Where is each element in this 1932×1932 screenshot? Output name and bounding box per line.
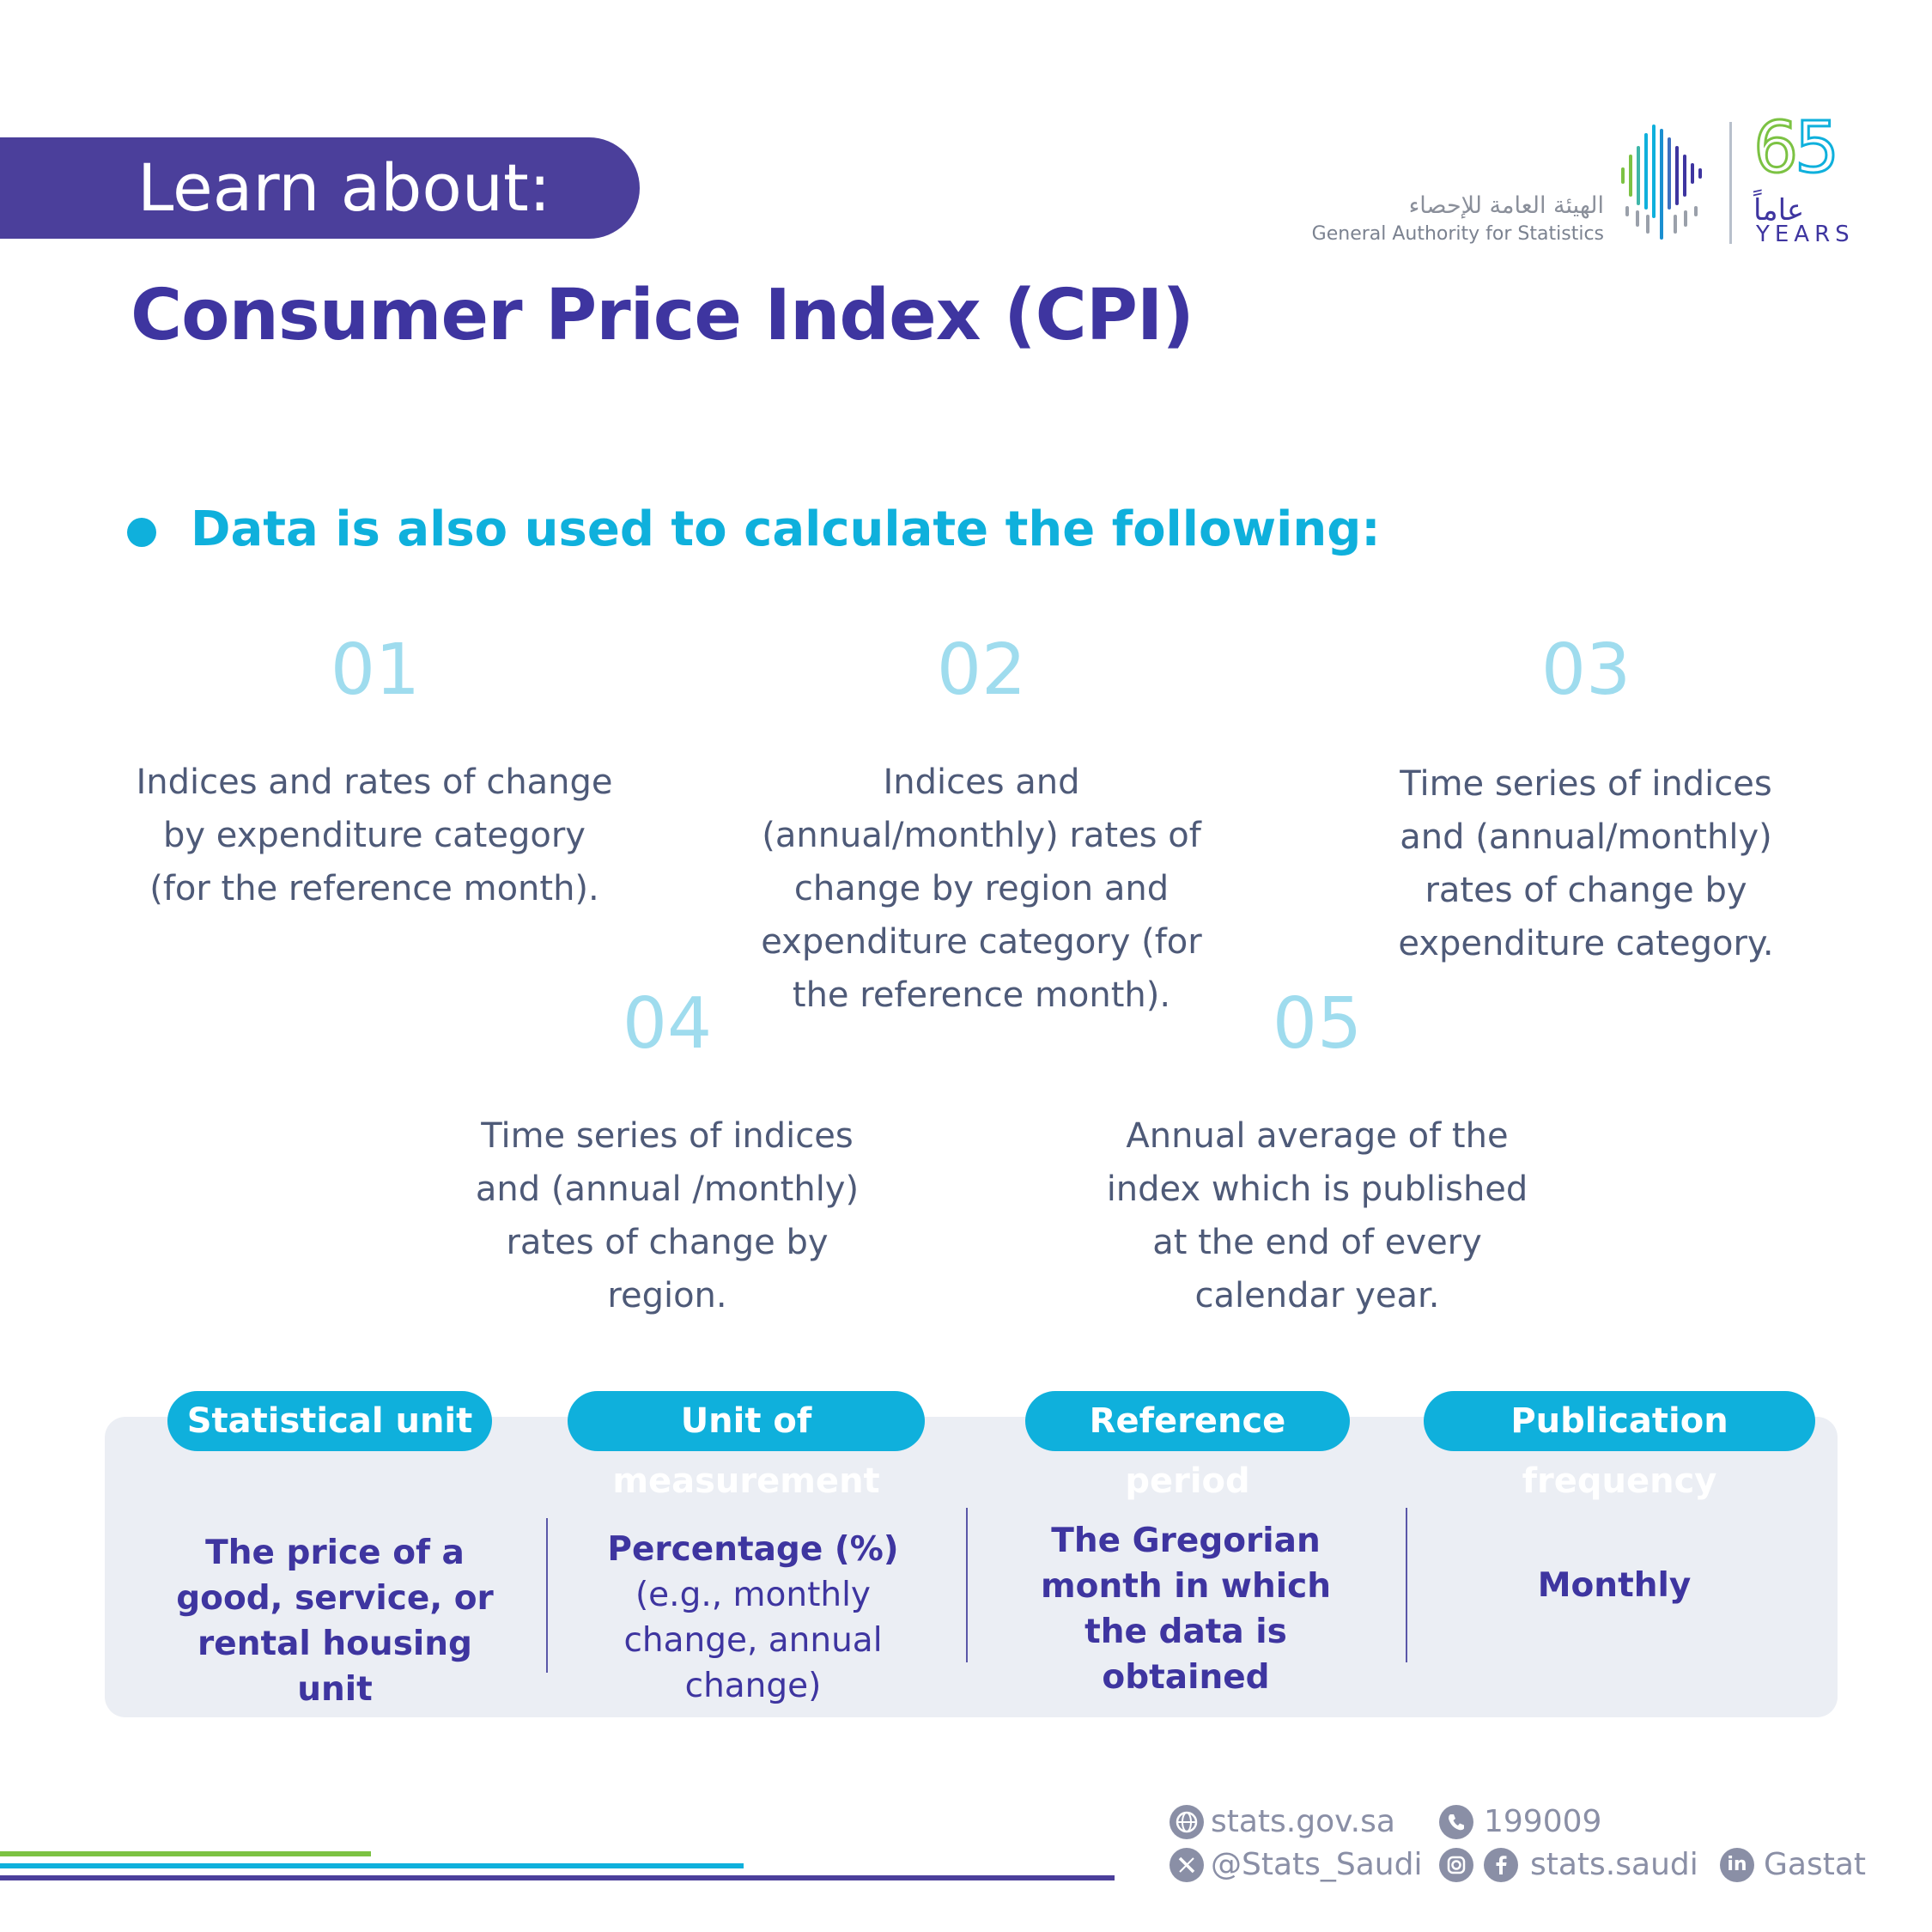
item-number: 01 [330,629,421,711]
linkedin-icon: in [1720,1848,1754,1882]
x-icon [1170,1848,1204,1882]
item-number: 02 [936,629,1027,711]
gastat-logo-icon [1621,125,1702,240]
column-divider [966,1508,968,1662]
facebook-icon [1484,1848,1518,1882]
item-description: Annual average of the index which is pub… [1106,1116,1528,1315]
logo-divider [1729,122,1732,244]
section-subtitle: Data is also used to calculate the follo… [191,501,1381,557]
anniversary-years: YEARS [1756,222,1855,247]
column-divider [546,1518,548,1673]
footer-line-green [0,1851,371,1856]
phone-icon [1439,1805,1473,1839]
svg-text:6: 6 [1753,110,1798,189]
reference-period-value: The Gregorian month in which the data is… [1041,1522,1331,1697]
website-link[interactable]: stats.gov.sa [1211,1804,1395,1839]
linkedin-handle[interactable]: Gastat [1764,1847,1867,1882]
item-number: 04 [622,983,713,1065]
publication-frequency-value: Monthly [1537,1566,1692,1605]
pill-publication-frequency: Publication frequency [1424,1391,1815,1501]
item-description: Indices and rates of change by expenditu… [136,762,613,908]
footer-line-purple [0,1875,1115,1880]
anniversary-65-icon: 6 5 [1753,110,1841,191]
info-panel [105,1417,1838,1717]
instagram-icon [1439,1848,1473,1882]
bullet-dot [127,518,156,547]
pill-statistical-unit: Statistical unit [167,1391,492,1451]
x-handle[interactable]: @Stats_Saudi [1211,1847,1423,1882]
pill-unit-of-measurement: Unit of measurement [568,1391,925,1501]
globe-icon [1170,1805,1204,1839]
logo-english-name: General Authority for Statistics [1311,223,1604,245]
social-handle[interactable]: stats.saudi [1530,1847,1698,1882]
phone-number[interactable]: 199009 [1484,1804,1602,1839]
item-description: Time series of indices and (annual /mont… [475,1116,860,1315]
logo-arabic-name: الهيئة العامة للإحصاء [1408,192,1604,219]
item-number: 03 [1540,629,1631,711]
unit-of-measurement-value: Percentage (%) (e.g., monthly change, an… [607,1530,899,1705]
statistical-unit-value: The price of a good, service, or rental … [176,1534,494,1709]
item-description: Indices and (annual/monthly) rates of ch… [761,762,1202,1015]
anniversary-arabic: عاماً [1753,193,1805,228]
svg-text:5: 5 [1795,110,1839,189]
learn-about-banner: Learn about: [0,137,640,239]
page-title: Consumer Price Index (CPI) [131,275,1194,356]
item-number: 05 [1272,983,1363,1065]
item-description: Time series of indices and (annual/month… [1398,764,1774,963]
column-divider [1406,1508,1407,1662]
footer-line-cyan [0,1863,744,1868]
pill-reference-period: Reference period [1025,1391,1350,1501]
banner-text: Learn about: [137,149,551,226]
